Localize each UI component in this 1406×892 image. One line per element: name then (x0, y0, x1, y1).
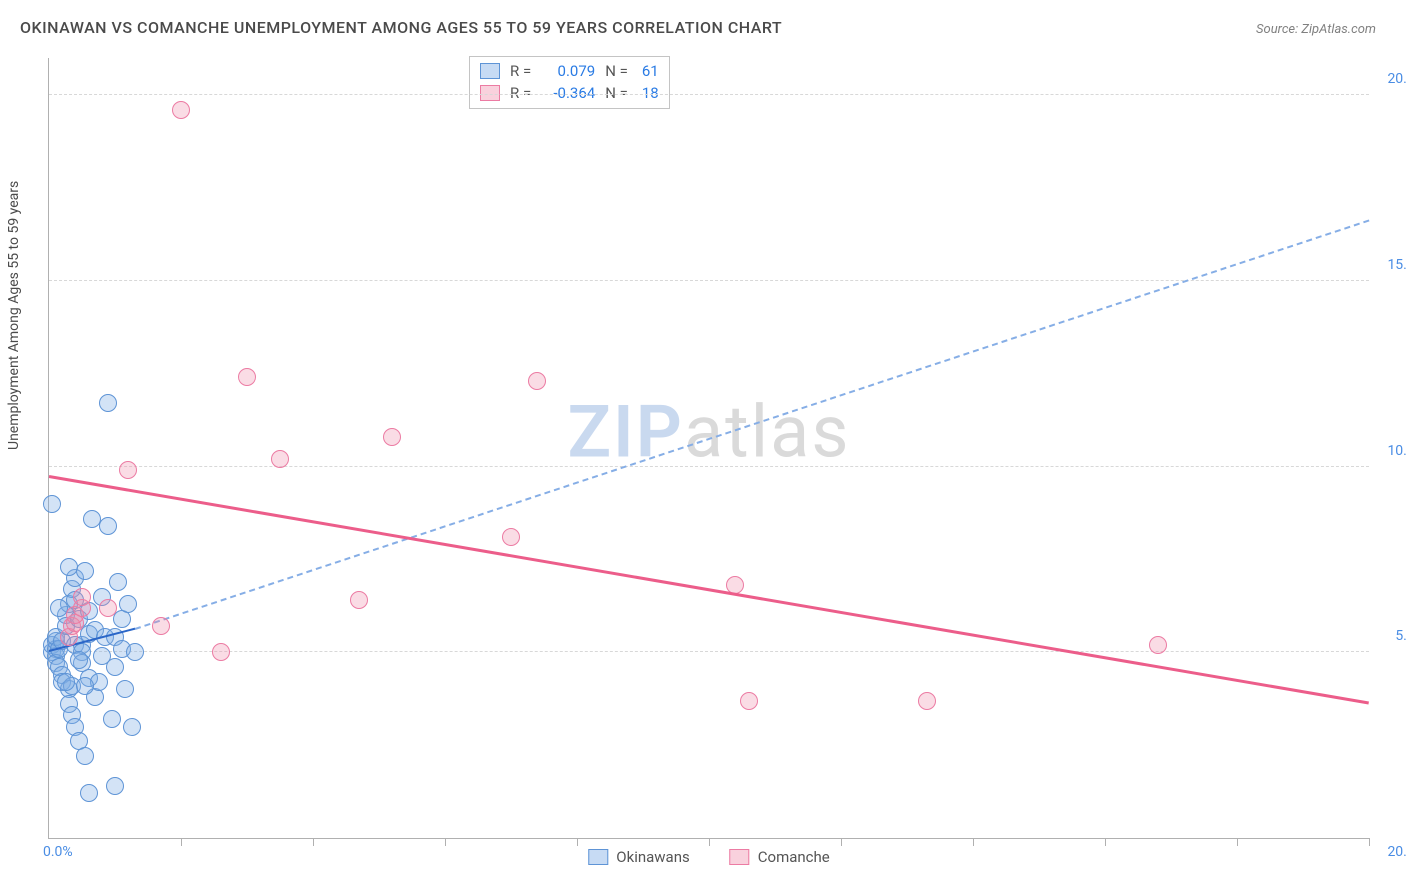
data-point-comanche (1149, 636, 1167, 654)
x-tick (445, 838, 446, 846)
y-tick-label: 5.0% (1395, 628, 1406, 644)
data-point-comanche (238, 368, 256, 386)
data-point-okinawans (99, 394, 117, 412)
watermark-text: ZIPatlas (567, 390, 850, 475)
y-tick-label: 10.0% (1387, 443, 1406, 459)
data-point-comanche (528, 372, 546, 390)
data-point-okinawans (83, 510, 101, 528)
n-value-comanche: 18 (642, 82, 659, 104)
stats-row-okinawans: R = 0.079 N = 61 (480, 60, 659, 82)
x-tick (1237, 838, 1238, 846)
source-attribution: Source: ZipAtlas.com (1256, 22, 1376, 37)
trend-line (49, 475, 1370, 705)
data-point-comanche (172, 101, 190, 119)
r-label: R = (510, 82, 531, 104)
watermark-bold: ZIP (567, 390, 683, 475)
gridline (49, 94, 1369, 95)
data-point-okinawans (76, 562, 94, 580)
x-axis-start-label: 0.0% (43, 844, 73, 860)
data-point-okinawans (43, 495, 61, 513)
n-label: N = (605, 82, 628, 104)
trend-line (134, 219, 1369, 629)
y-axis-label: Unemployment Among Ages 55 to 59 years (6, 181, 22, 450)
n-label: N = (605, 60, 628, 82)
data-point-okinawans (123, 718, 141, 736)
gridline (49, 651, 1369, 652)
data-point-okinawans (109, 573, 127, 591)
data-point-okinawans (70, 651, 88, 669)
swatch-comanche-icon (480, 85, 500, 101)
legend-label-okinawans: Okinawans (616, 848, 689, 866)
data-point-okinawans (119, 595, 137, 613)
data-point-comanche (502, 528, 520, 546)
data-point-comanche (119, 461, 137, 479)
data-point-comanche (350, 591, 368, 609)
x-tick (973, 838, 974, 846)
data-point-okinawans (76, 747, 94, 765)
gridline (49, 280, 1369, 281)
gridline (49, 466, 1369, 467)
n-value-okinawans: 61 (642, 60, 659, 82)
x-tick (841, 838, 842, 846)
data-point-okinawans (76, 677, 94, 695)
legend-label-comanche: Comanche (758, 848, 830, 866)
legend-item-okinawans: Okinawans (588, 848, 689, 866)
data-point-okinawans (50, 599, 68, 617)
data-point-comanche (740, 692, 758, 710)
watermark-rest: atlas (684, 390, 851, 475)
data-point-comanche (73, 588, 91, 606)
data-point-okinawans (60, 558, 78, 576)
data-point-okinawans (106, 658, 124, 676)
data-point-okinawans (106, 777, 124, 795)
data-point-comanche (383, 428, 401, 446)
data-point-comanche (212, 643, 230, 661)
data-point-okinawans (57, 673, 75, 691)
data-point-okinawans (80, 784, 98, 802)
data-point-okinawans (116, 680, 134, 698)
legend: Okinawans Comanche (588, 848, 829, 866)
data-point-comanche (99, 599, 117, 617)
r-value-comanche: -0.364 (541, 82, 595, 104)
data-point-comanche (918, 692, 936, 710)
chart-title: OKINAWAN VS COMANCHE UNEMPLOYMENT AMONG … (20, 18, 782, 37)
x-tick (181, 838, 182, 846)
r-value-okinawans: 0.079 (541, 60, 595, 82)
data-point-okinawans (103, 710, 121, 728)
correlation-stats-box: R = 0.079 N = 61 R = -0.364 N = 18 (469, 56, 670, 109)
swatch-okinawans-icon (480, 63, 500, 79)
x-tick (577, 838, 578, 846)
x-tick (709, 838, 710, 846)
data-point-okinawans (99, 517, 117, 535)
legend-swatch-comanche-icon (730, 849, 750, 865)
y-tick-label: 20.0% (1387, 71, 1406, 87)
x-tick (1105, 838, 1106, 846)
stats-row-comanche: R = -0.364 N = 18 (480, 82, 659, 104)
x-tick (1369, 838, 1370, 846)
data-point-comanche (152, 617, 170, 635)
r-label: R = (510, 60, 531, 82)
data-point-okinawans (126, 643, 144, 661)
legend-item-comanche: Comanche (730, 848, 830, 866)
y-tick-label: 15.0% (1387, 257, 1406, 273)
legend-swatch-okinawans-icon (588, 849, 608, 865)
x-tick (313, 838, 314, 846)
scatter-plot-area: ZIPatlas R = 0.079 N = 61 R = -0.364 N =… (48, 58, 1369, 839)
x-axis-end-label: 20.0% (1387, 844, 1406, 860)
data-point-comanche (271, 450, 289, 468)
